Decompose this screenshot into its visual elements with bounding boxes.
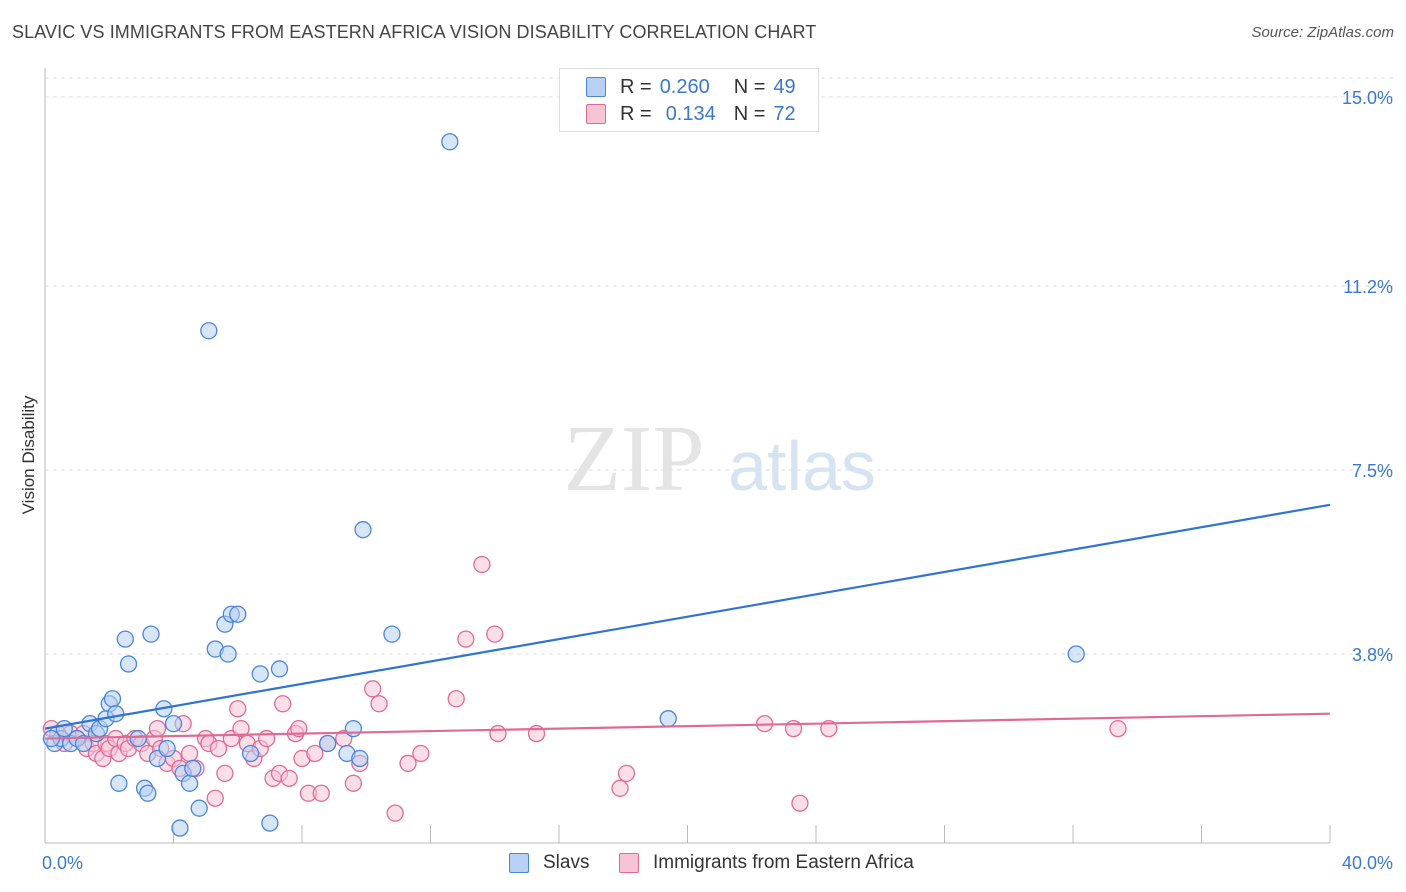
series-slavs bbox=[42, 133, 1085, 837]
data-point bbox=[190, 799, 208, 817]
data-point bbox=[219, 645, 237, 663]
gridlines bbox=[45, 77, 1393, 655]
source-label: Source: ZipAtlas.com bbox=[1251, 24, 1394, 41]
data-point bbox=[370, 695, 388, 713]
trend-line-eastern-africa bbox=[44, 712, 1331, 740]
slavs-legend-swatch bbox=[509, 853, 529, 873]
eastern-africa-legend-label: Immigrants from Eastern Africa bbox=[653, 852, 914, 873]
data-point bbox=[351, 749, 369, 768]
data-point bbox=[103, 690, 122, 708]
data-point bbox=[180, 744, 199, 763]
data-point bbox=[354, 521, 372, 539]
legend-n-label: N = bbox=[733, 102, 766, 125]
data-point bbox=[251, 665, 269, 683]
data-point bbox=[489, 724, 507, 743]
x-tick-label-min: 0.0% bbox=[42, 853, 83, 873]
y-tick-labels: 3.8% 7.5% 11.2% 15.0% bbox=[1342, 88, 1393, 665]
eastern-africa-n-value: 72 bbox=[773, 102, 796, 125]
legend-r-label: R = bbox=[620, 102, 652, 125]
legend-row-eastern-africa: R = 0.134 N = 72 bbox=[586, 102, 796, 126]
data-point bbox=[171, 819, 189, 837]
y-tick-label: 15.0% bbox=[1342, 88, 1393, 108]
data-point bbox=[791, 794, 809, 812]
x-tick-label-max: 40.0% bbox=[1342, 853, 1393, 873]
data-point bbox=[180, 774, 199, 792]
bottom-legend-eastern-africa: Immigrants from Eastern Africa bbox=[619, 852, 914, 874]
data-point bbox=[364, 680, 382, 698]
legend-row-slavs: R = 0.260 N = 49 bbox=[586, 75, 796, 99]
slavs-n-value: 49 bbox=[773, 75, 796, 98]
data-point bbox=[119, 655, 138, 673]
slavs-swatch bbox=[586, 77, 606, 97]
data-point bbox=[1067, 645, 1085, 663]
y-axis-label: Vision Disability bbox=[19, 395, 38, 514]
data-point bbox=[216, 764, 234, 783]
data-point bbox=[457, 630, 475, 648]
data-point bbox=[229, 700, 247, 718]
data-point bbox=[164, 714, 183, 733]
trend-lines bbox=[44, 503, 1331, 740]
legend-n-label: N = bbox=[733, 75, 766, 98]
data-point bbox=[486, 625, 504, 643]
data-point bbox=[116, 630, 134, 648]
data-point bbox=[319, 734, 337, 753]
data-point bbox=[110, 774, 128, 792]
data-point bbox=[383, 625, 401, 643]
watermark-atlas: atlas bbox=[728, 427, 876, 505]
watermark: ZIP atlas bbox=[564, 407, 876, 511]
data-point bbox=[107, 705, 125, 723]
chart-title: SLAVIC VS IMMIGRANTS FROM EASTERN AFRICA… bbox=[12, 22, 817, 42]
data-point bbox=[412, 744, 430, 763]
data-point bbox=[158, 739, 176, 758]
series-eastern-africa bbox=[42, 555, 1127, 822]
trend-line-slavs bbox=[44, 503, 1331, 730]
data-point bbox=[399, 754, 417, 773]
data-point bbox=[209, 739, 228, 758]
legend-r-label: R = bbox=[620, 75, 652, 98]
data-point bbox=[441, 133, 459, 151]
data-point bbox=[206, 789, 224, 807]
stats-legend: R = 0.260 N = 49 R = 0.134 N = 72 bbox=[559, 68, 819, 132]
data-point bbox=[142, 625, 160, 643]
data-point bbox=[312, 784, 330, 802]
data-point bbox=[241, 744, 260, 763]
data-point bbox=[344, 774, 363, 792]
data-point bbox=[229, 605, 247, 623]
axes bbox=[44, 68, 1331, 844]
y-tick-label: 3.8% bbox=[1352, 645, 1393, 665]
data-point bbox=[261, 814, 279, 832]
data-point bbox=[820, 719, 838, 738]
data-point bbox=[1109, 719, 1127, 738]
y-tick-label: 7.5% bbox=[1352, 461, 1393, 481]
eastern-africa-legend-swatch bbox=[619, 853, 639, 873]
data-point bbox=[74, 734, 93, 753]
data-point bbox=[344, 719, 363, 738]
data-point bbox=[611, 779, 629, 797]
data-point bbox=[129, 729, 147, 748]
data-point bbox=[447, 690, 465, 708]
data-point bbox=[617, 764, 636, 783]
data-point bbox=[386, 804, 404, 822]
data-point bbox=[306, 744, 324, 763]
y-tick-label: 11.2% bbox=[1343, 277, 1393, 297]
eastern-africa-r-value: 0.134 bbox=[665, 102, 716, 125]
data-point bbox=[232, 719, 250, 738]
eastern-africa-swatch bbox=[586, 104, 606, 124]
slavs-legend-label: Slavs bbox=[543, 852, 590, 873]
watermark-zip: ZIP bbox=[564, 407, 705, 511]
data-point bbox=[184, 759, 202, 778]
slavs-r-value: 0.260 bbox=[659, 75, 710, 98]
data-point bbox=[280, 769, 298, 787]
data-point bbox=[258, 729, 276, 748]
data-point bbox=[148, 719, 167, 738]
data-point bbox=[473, 555, 491, 574]
data-point bbox=[659, 710, 677, 728]
data-point bbox=[139, 784, 157, 802]
data-point bbox=[200, 322, 218, 340]
data-point bbox=[270, 660, 289, 678]
bottom-legend-slavs: Slavs bbox=[509, 852, 589, 874]
data-point bbox=[274, 695, 292, 713]
